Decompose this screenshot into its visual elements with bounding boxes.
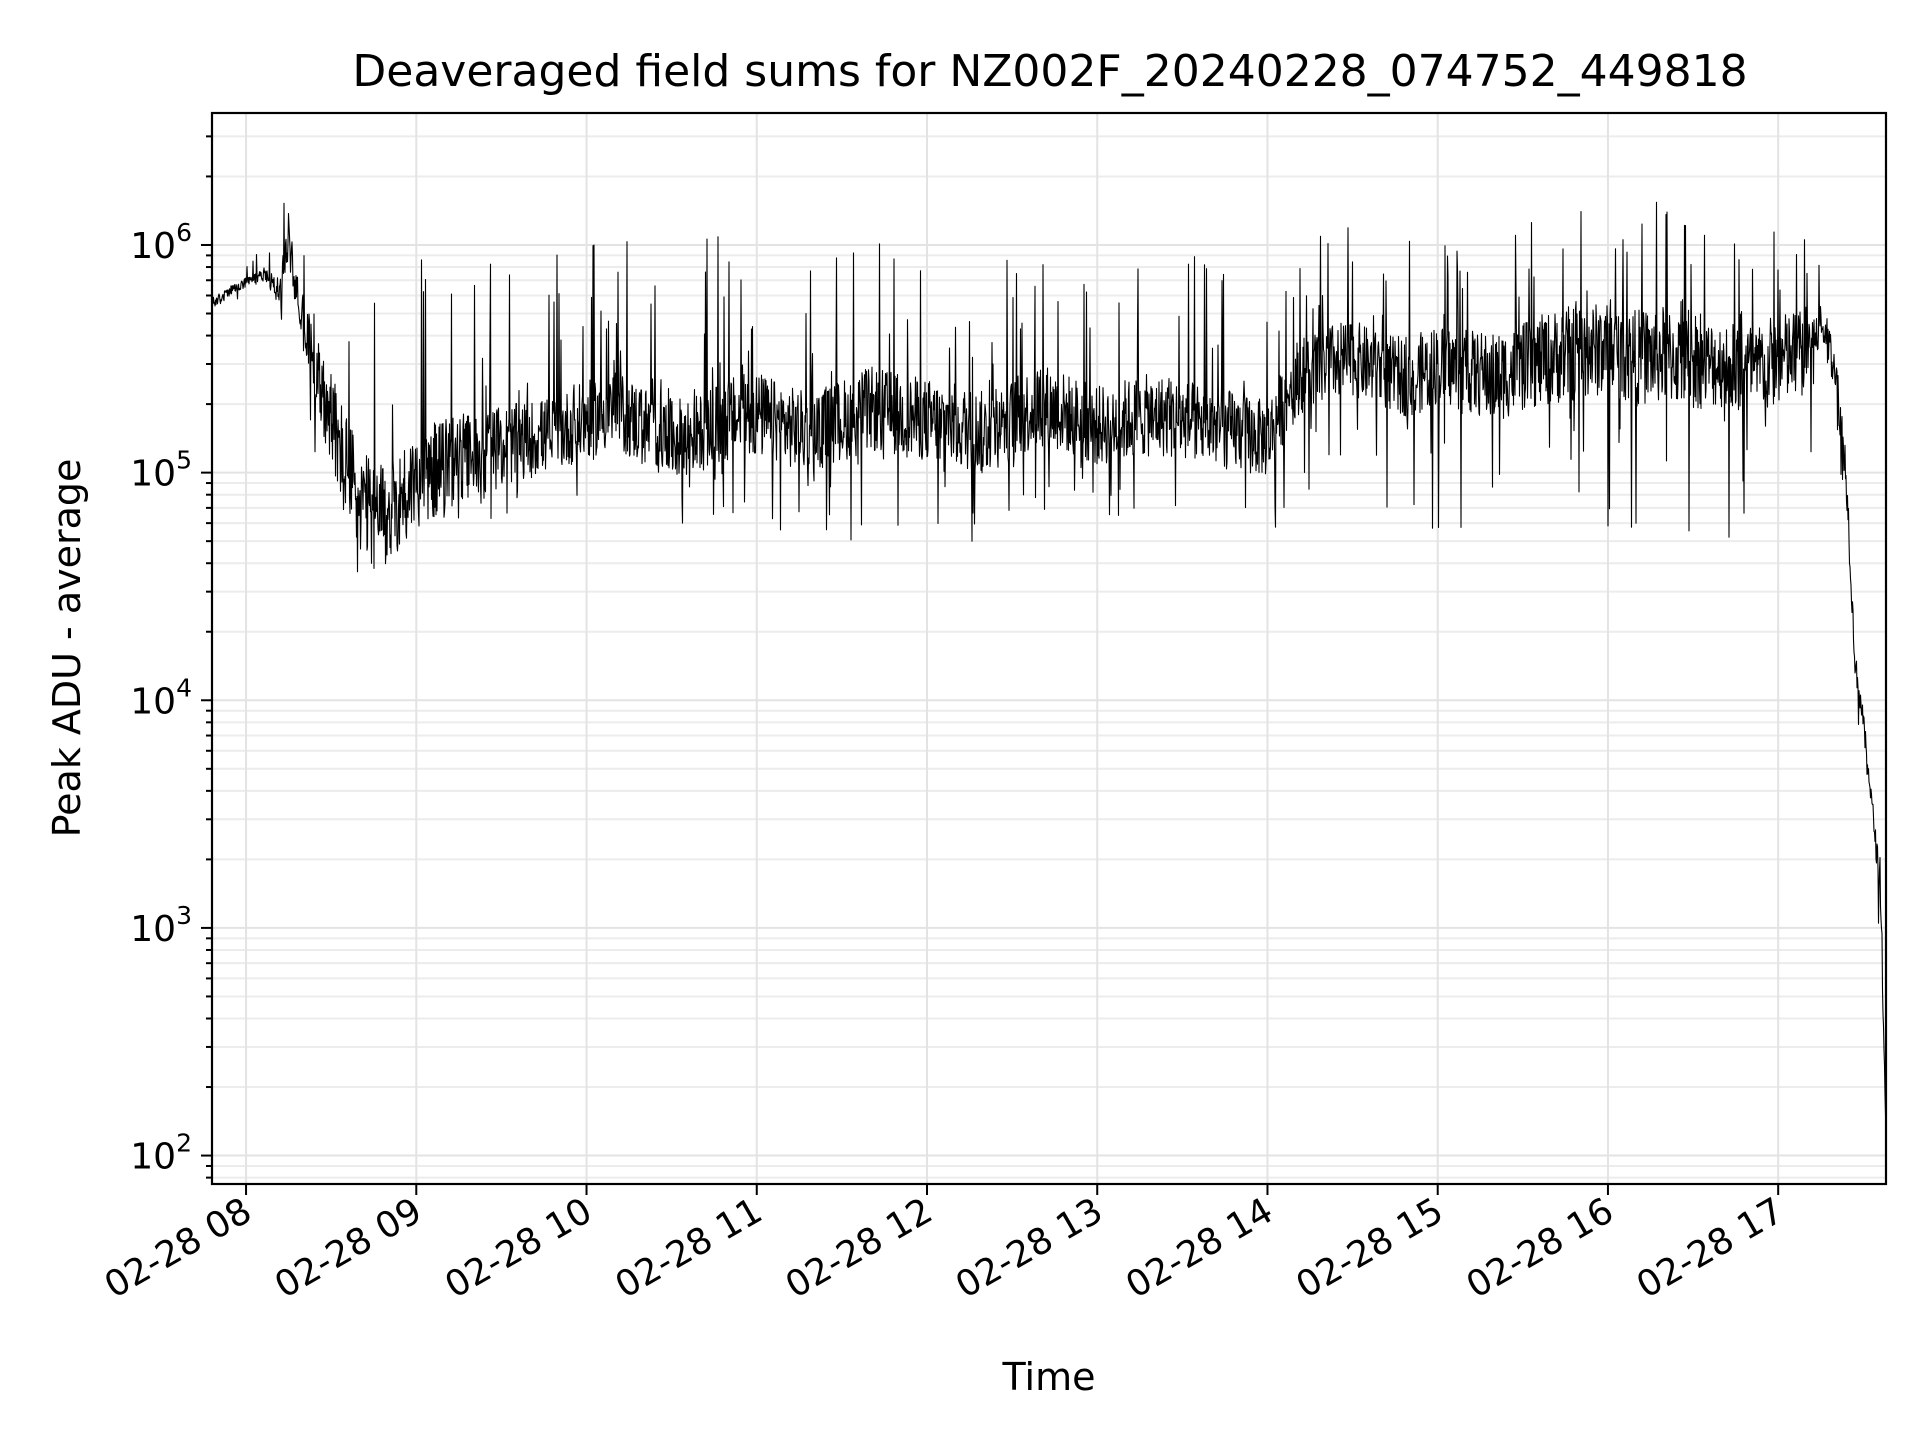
x-axis-label: Time — [1002, 1355, 1096, 1399]
y-tick-label: 105 — [130, 446, 192, 495]
chart-title: Deaveraged field sums for NZ002F_2024022… — [352, 46, 1747, 97]
y-tick-label: 102 — [130, 1129, 192, 1178]
series-line — [211, 201, 1887, 1138]
y-axis: 102 103 104 105 106 — [130, 135, 212, 1179]
plot-frame — [210, 111, 1888, 1186]
data-series — [211, 201, 1887, 1138]
y-axis-label: Peak ADU - average — [45, 459, 89, 838]
y-tick-label: 104 — [130, 673, 192, 722]
grid-lines — [212, 113, 1886, 1184]
y-tick-label: 103 — [130, 901, 192, 950]
y-tick-label: 106 — [130, 218, 192, 267]
